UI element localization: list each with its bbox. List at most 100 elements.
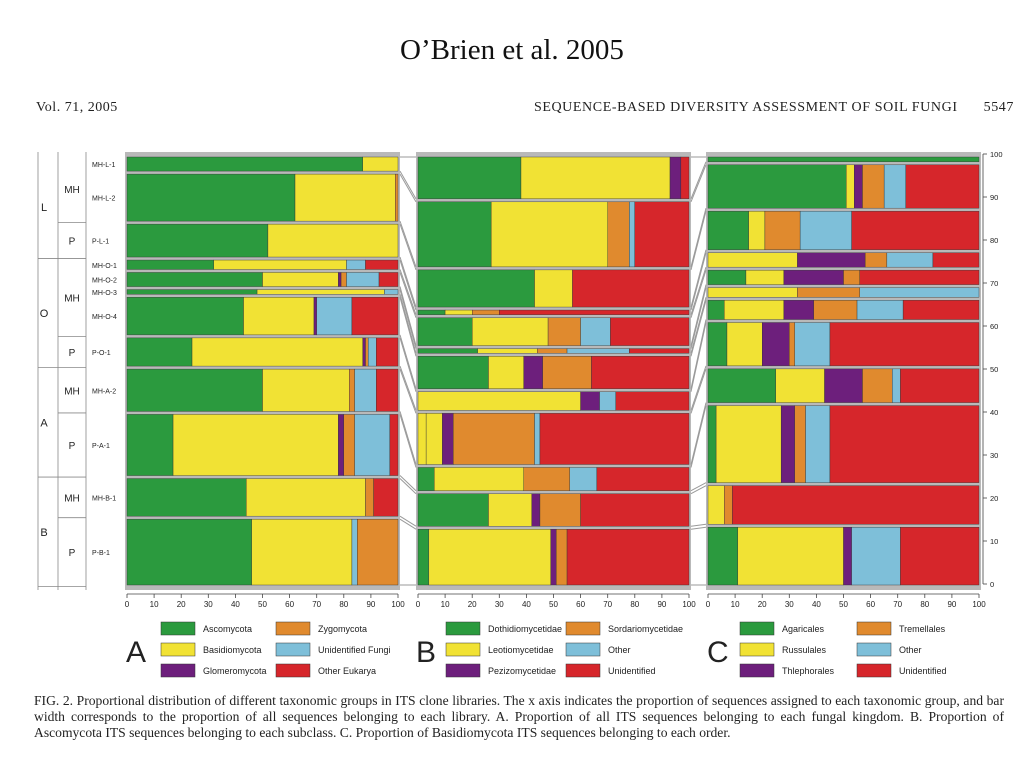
x-tick-label: 60: [285, 600, 294, 609]
bar-segment-green: [126, 223, 269, 258]
bar-segment-red: [905, 164, 980, 209]
x-tick-label: 60: [576, 600, 585, 609]
bar-segment-red: [572, 269, 690, 308]
bar-segment-yellow: [707, 252, 798, 268]
x-tick-label: 40: [812, 600, 821, 609]
bar-segment-red: [634, 201, 690, 268]
bar-segment-blue: [856, 300, 904, 320]
panel-letter: C: [707, 636, 729, 669]
citation-title: O’Brien et al. 2005: [400, 34, 624, 66]
connector-line: [399, 411, 417, 465]
x-tick-label: 20: [468, 600, 477, 609]
legend-swatch: [160, 642, 196, 657]
bar-segment-purple: [854, 164, 863, 209]
bar-segment-green: [417, 356, 489, 389]
bar-segment-yellow: [243, 297, 315, 336]
running-header: SEQUENCE-BASED DIVERSITY ASSESSMENT OF S…: [534, 100, 1014, 116]
bar-segment-blue: [629, 201, 636, 268]
x-tick-label: 80: [339, 600, 348, 609]
legend-swatch: [856, 663, 892, 678]
legend-swatch: [739, 621, 775, 636]
bar-segment-green: [417, 317, 473, 346]
bar-segment-orange: [523, 467, 570, 491]
bar-segment-green: [126, 414, 174, 476]
bar-segment-yellow: [246, 478, 366, 517]
bar-segment-yellow: [267, 223, 399, 258]
bar-segment-yellow: [737, 526, 844, 586]
bar-segment-yellow: [534, 269, 573, 308]
bar-segment-blue: [351, 518, 358, 586]
bar-segment-yellow: [172, 414, 339, 476]
bar-segment-blue: [794, 322, 831, 367]
bar-segment-purple: [669, 156, 682, 200]
habitat-label: MH: [64, 185, 80, 196]
bar-segment-blue: [566, 348, 630, 354]
row-label: MH-O-4: [92, 314, 117, 321]
bar-segment-blue: [886, 252, 934, 268]
legend-label: Tremellales: [899, 624, 946, 634]
connector-line: [690, 319, 707, 389]
bar-segment-green: [707, 300, 725, 320]
bar-segment-green: [707, 156, 980, 163]
bar-segment-green: [707, 269, 747, 285]
bar-segment-red: [566, 529, 690, 586]
habitat-label: MH: [64, 493, 80, 504]
bar-segment-yellow: [724, 300, 785, 320]
connector-line: [399, 334, 417, 389]
bar-segment-green: [126, 156, 363, 172]
bar-segment-orange: [365, 478, 374, 517]
bar-segment-blue: [346, 272, 380, 287]
bar-segment-orange: [453, 413, 535, 465]
bar-segment-green: [126, 518, 252, 586]
bar-segment-red: [378, 272, 399, 287]
bar-segment-orange: [797, 287, 860, 298]
habitat-label: MH: [64, 386, 80, 397]
bar-segment-orange: [862, 368, 893, 403]
legend-swatch: [565, 621, 601, 636]
bar-segment-yellow: [488, 493, 533, 527]
connector-line: [690, 485, 707, 495]
bar-segment-red: [859, 269, 980, 285]
connector-line: [690, 208, 707, 268]
bar-segment-blue: [316, 297, 353, 336]
bar-segment-orange: [343, 414, 355, 476]
connector-line: [690, 482, 707, 492]
connector-line: [690, 284, 707, 346]
right-tick-label: 70: [990, 279, 998, 288]
legend-swatch: [565, 663, 601, 678]
row-label: P-O-1: [92, 350, 111, 357]
connector-line: [690, 267, 707, 315]
x-tick-label: 100: [682, 600, 696, 609]
bar-segment-orange: [395, 173, 399, 222]
habitat-label: P: [69, 548, 76, 559]
row-label: MH-A-2: [92, 388, 116, 395]
legend-label: Pezizomycetidae: [488, 666, 556, 676]
x-tick-label: 90: [366, 600, 375, 609]
bar-segment-yellow: [707, 485, 725, 525]
bar-segment-yellow: [488, 356, 524, 389]
bar-segment-purple: [313, 297, 317, 336]
connector-line: [399, 368, 417, 414]
legend-swatch: [856, 621, 892, 636]
habitat-label: P: [69, 348, 76, 359]
right-tick-label: 50: [990, 365, 998, 374]
bar-segment-red: [351, 297, 399, 336]
connector-line: [690, 405, 707, 468]
bar-segment-red: [591, 356, 690, 389]
bar-segment-orange: [789, 322, 795, 367]
bar-segment-blue: [346, 259, 366, 270]
connector-line: [399, 297, 417, 357]
bar-segment-green: [707, 322, 728, 367]
legend-label: Thlephorales: [782, 666, 835, 676]
legend-label: Other Eukarya: [318, 666, 376, 676]
connector-line: [690, 322, 707, 392]
bar-segment-green: [126, 478, 247, 517]
habitat-label: MH: [64, 293, 80, 304]
legend-swatch: [160, 663, 196, 678]
bar-segment-yellow: [520, 156, 671, 200]
right-tick-label: 20: [990, 494, 998, 503]
bar-segment-yellow: [251, 518, 353, 586]
connector-line: [690, 161, 707, 200]
bar-segment-purple: [338, 414, 345, 476]
panel-letter: B: [416, 636, 436, 669]
